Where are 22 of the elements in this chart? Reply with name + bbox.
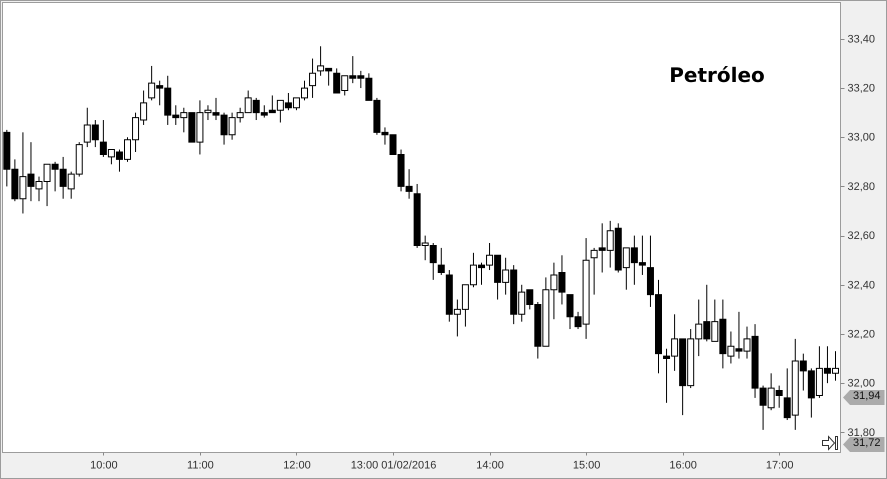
x-tick-label: 13:00 01/02/2016 — [350, 460, 436, 472]
x-tick-label: 14:00 — [476, 460, 504, 472]
y-tick-label: 32,60 — [848, 230, 876, 242]
x-tick-label: 11:00 — [187, 460, 214, 472]
x-tick-label: 17:00 — [766, 460, 794, 472]
y-tick-label: 32,80 — [848, 180, 876, 193]
text: Petróleo — [669, 63, 765, 87]
y-tick-label: 32,00 — [848, 378, 876, 390]
x-tick-label: 12:00 — [283, 460, 311, 472]
x-tick-label: 10:00 — [90, 460, 118, 472]
text: 31,72 — [843, 437, 885, 452]
y-tick-label: 32,40 — [848, 279, 876, 292]
y-tick-label: 32,20 — [848, 328, 876, 340]
y-tick-label: 33,40 — [848, 33, 876, 46]
text: 31,94 — [843, 390, 885, 405]
x-tick-label: 15:00 — [572, 460, 600, 472]
y-tick-label: 33,20 — [848, 82, 876, 95]
y-tick-label: 31,80 — [848, 426, 876, 439]
candlestick — [438, 247, 445, 276]
candlestick — [309, 58, 316, 98]
x-tick-label: 16:00 — [669, 460, 697, 472]
y-tick-label: 33,00 — [848, 132, 876, 144]
